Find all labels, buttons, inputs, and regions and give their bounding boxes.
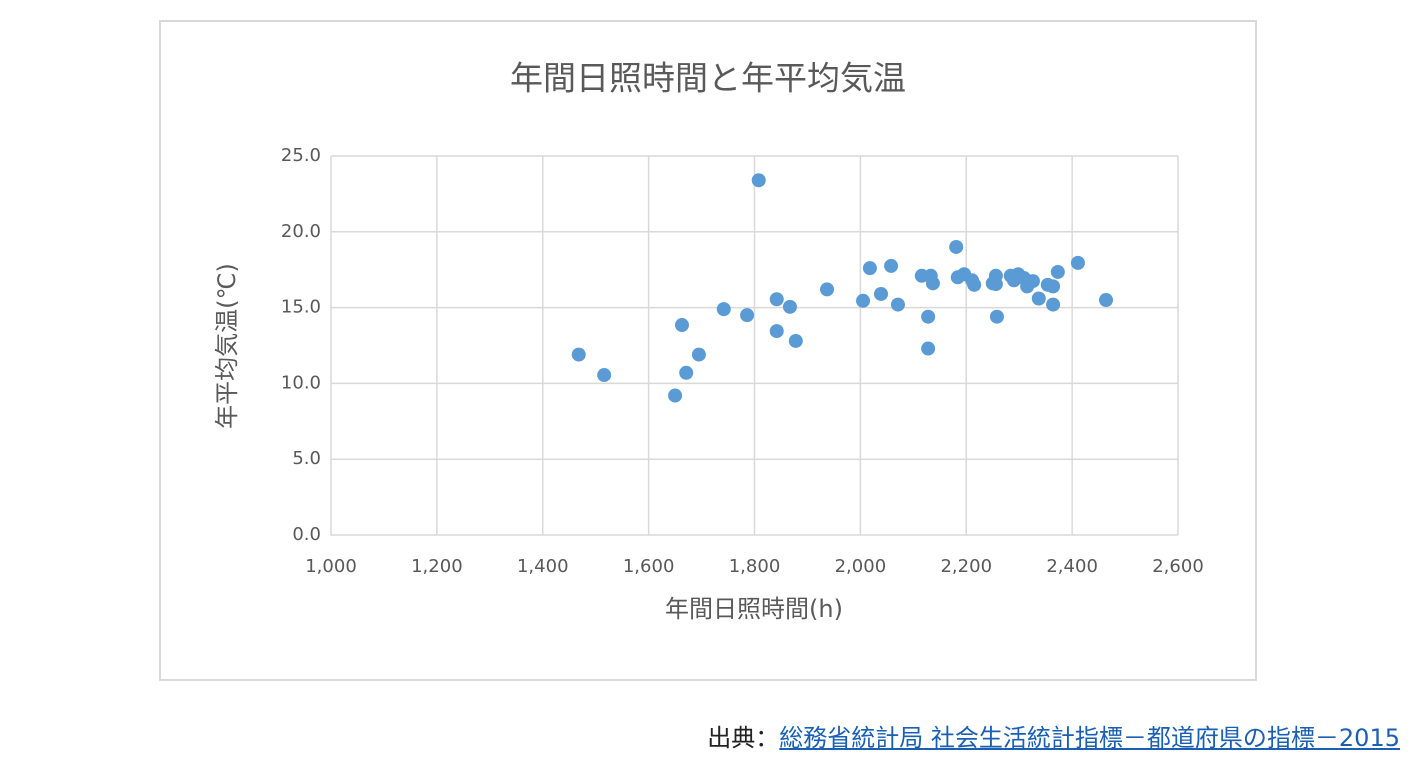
point [856,293,871,308]
x-tick-label: 1,800 [729,556,781,577]
source-caption: 出典：総務省統計局 社会生活統計指標－都道府県の指標－2015 [707,718,1400,753]
point [668,388,683,403]
y-tick-label: 5.0 [292,448,321,469]
point [571,347,586,362]
point [788,333,803,348]
point [782,299,797,314]
point [769,324,784,339]
point [1099,293,1114,308]
y-tick-label: 10.0 [281,372,321,393]
x-tick-label: 1,400 [517,556,569,577]
point [751,173,766,188]
point [716,302,731,317]
point [820,282,835,297]
x-tick-label: 2,200 [940,556,992,577]
x-tick-label: 2,000 [835,556,887,577]
point [890,297,905,312]
point [1025,274,1040,289]
source-prefix: 出典： [707,724,780,752]
x-tick-label: 1,000 [305,556,357,577]
x-tick-label: 1,600 [623,556,675,577]
chart-title: 年間日照時間と年平均気温 [510,59,906,98]
x-tick-label: 2,400 [1046,556,1098,577]
point [988,277,1003,292]
point [921,341,936,356]
point [1050,264,1065,279]
x-axis-title: 年間日照時間(h) [665,595,843,623]
point [949,239,964,254]
y-tick-label: 25.0 [281,145,321,166]
point [1046,297,1061,312]
point [884,258,899,273]
point [740,308,755,323]
point [1046,279,1061,294]
x-tick-label: 2,600 [1152,556,1204,577]
point [597,368,612,383]
point [679,365,694,380]
x-tick-label: 1,200 [411,556,463,577]
y-axis-title: 年平均気温(℃) [213,263,241,429]
point [691,347,706,362]
point [1031,291,1046,306]
y-tick-label: 0.0 [292,524,321,545]
point [925,276,940,291]
point [989,309,1004,324]
source-link[interactable]: 総務省統計局 社会生活統計指標－都道府県の指標－2015 [779,724,1400,752]
point [769,292,784,307]
point [874,286,889,301]
point [1070,255,1085,270]
y-tick-label: 15.0 [281,297,321,318]
chart-frame [159,20,1257,681]
chart: 年間日照時間と年平均気温 年間日照時間(h) 年平均気温(℃) 0.0 5.0 10… [159,20,1257,681]
point [674,318,689,333]
y-tick-label: 20.0 [281,221,321,242]
point [967,277,982,292]
point [862,261,877,276]
point [921,309,936,324]
